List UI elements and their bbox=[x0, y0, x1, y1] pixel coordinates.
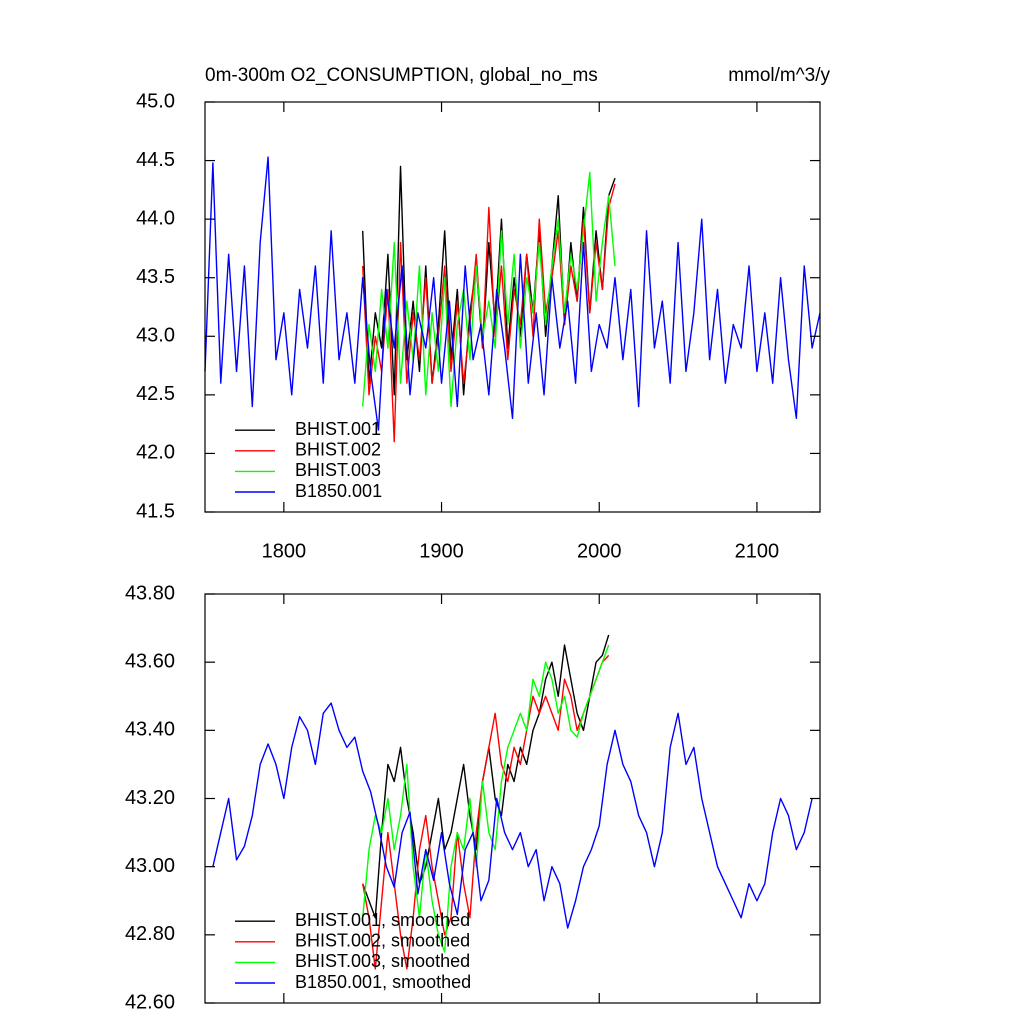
y-tick-label: 43.20 bbox=[125, 787, 175, 809]
legend-label: B1850.001, smoothed bbox=[295, 972, 471, 992]
plot-frame bbox=[204, 101, 821, 513]
legend-label: BHIST.003 bbox=[295, 460, 381, 480]
y-tick-label: 42.60 bbox=[125, 991, 175, 1013]
chart-units: mmol/m^3/y bbox=[728, 65, 830, 86]
y-tick-label: 43.0 bbox=[136, 325, 175, 347]
series-line bbox=[204, 156, 821, 431]
series-line bbox=[361, 644, 610, 953]
y-tick-label: 42.0 bbox=[136, 442, 175, 464]
y-tick-label: 43.5 bbox=[136, 266, 175, 288]
legend-label: BHIST.002 bbox=[295, 440, 381, 460]
legend-label: B1850.001 bbox=[295, 481, 382, 501]
y-tick-label: 44.5 bbox=[136, 149, 175, 171]
legend-label: BHIST.002, smoothed bbox=[295, 931, 470, 951]
legend-label: BHIST.001 bbox=[295, 419, 381, 439]
x-tick-label: 1800 bbox=[262, 540, 307, 562]
y-tick-label: 42.5 bbox=[136, 383, 175, 405]
y-tick-label: 45.0 bbox=[136, 90, 175, 112]
y-tick-label: 42.80 bbox=[125, 923, 175, 945]
x-tick-label: 2000 bbox=[577, 540, 622, 562]
series-line bbox=[361, 171, 616, 408]
series-line bbox=[212, 702, 813, 929]
x-tick-label: 2100 bbox=[735, 540, 780, 562]
legend-label: BHIST.001, smoothed bbox=[295, 910, 470, 930]
legend-label: BHIST.003, smoothed bbox=[295, 951, 470, 971]
y-tick-label: 43.60 bbox=[125, 650, 175, 672]
y-tick-label: 41.5 bbox=[136, 500, 175, 522]
x-tick-label: 1900 bbox=[419, 540, 464, 562]
y-tick-label: 44.0 bbox=[136, 207, 175, 229]
series-line bbox=[362, 654, 610, 970]
chart-title: 0m-300m O2_CONSUMPTION, global_no_ms bbox=[205, 65, 598, 86]
y-tick-label: 43.40 bbox=[125, 719, 175, 741]
y-tick-label: 43.00 bbox=[125, 855, 175, 877]
y-tick-label: 43.80 bbox=[125, 582, 175, 604]
